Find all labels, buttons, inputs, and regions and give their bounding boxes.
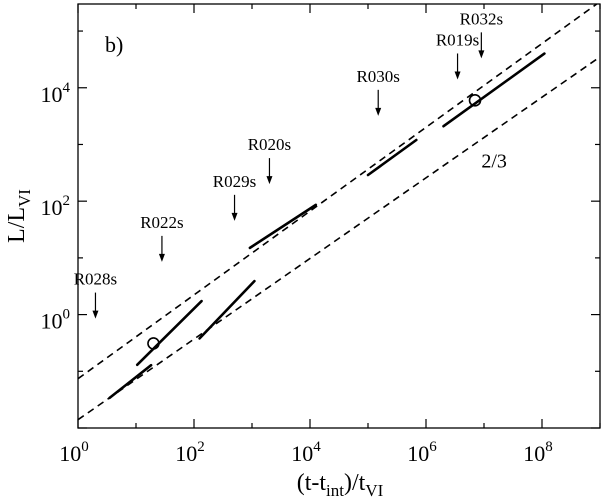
plot-frame bbox=[77, 3, 601, 429]
x-tick-label: 106 bbox=[407, 439, 437, 466]
series-line-2 bbox=[135, 299, 203, 367]
x-tick-label: 102 bbox=[175, 439, 205, 466]
annotation-label: R029s bbox=[213, 172, 256, 191]
series-line-1 bbox=[108, 363, 153, 400]
annotation-label: R030s bbox=[356, 67, 399, 86]
arrow-head-icon bbox=[158, 253, 165, 262]
circle-markers bbox=[147, 94, 482, 350]
data-series bbox=[108, 52, 546, 400]
x-tick-label: 104 bbox=[291, 439, 321, 466]
reference-line-1 bbox=[77, 3, 598, 380]
reference-line-2 bbox=[77, 56, 601, 421]
circle-marker-1 bbox=[147, 337, 160, 350]
arrow-head-icon bbox=[478, 50, 485, 59]
x-tick-label: 100 bbox=[59, 439, 89, 466]
annotation-label: R032s bbox=[460, 9, 503, 28]
arrow-head-icon bbox=[454, 71, 461, 80]
y-axis-label: L/LVI bbox=[4, 189, 34, 243]
axis-ticks: 100 102 104 106 108 100 102 104 bbox=[41, 4, 601, 466]
arrow-head-icon bbox=[266, 176, 273, 185]
y-tick-label: 102 bbox=[41, 193, 71, 220]
series-line-6 bbox=[442, 52, 546, 128]
reference-lines bbox=[77, 3, 601, 421]
annotation-label: R020s bbox=[248, 135, 291, 154]
y-tick-label: 100 bbox=[41, 307, 71, 334]
arrow-head-icon bbox=[231, 212, 238, 221]
circle-marker-2 bbox=[468, 94, 482, 107]
arrow-head-icon bbox=[92, 310, 99, 319]
series-line-3 bbox=[198, 279, 256, 340]
x-axis-label: (t-tint)/tVI bbox=[297, 470, 384, 500]
reference-line-label: 2/3 bbox=[481, 151, 507, 173]
series-line-5 bbox=[366, 138, 418, 177]
panel-label: b) bbox=[105, 32, 123, 57]
annotation-label: R022s bbox=[140, 213, 183, 232]
series-line-4 bbox=[248, 203, 318, 250]
annotations: R028s R022s R029s R020s R030s R019s R032s 2/3 bbox=[74, 9, 507, 319]
arrow-head-icon bbox=[375, 107, 382, 116]
y-tick-label: 104 bbox=[41, 80, 71, 107]
annotation-label: R019s bbox=[436, 30, 479, 49]
x-tick-label: 108 bbox=[523, 439, 553, 466]
annotation-label: R028s bbox=[74, 270, 117, 289]
